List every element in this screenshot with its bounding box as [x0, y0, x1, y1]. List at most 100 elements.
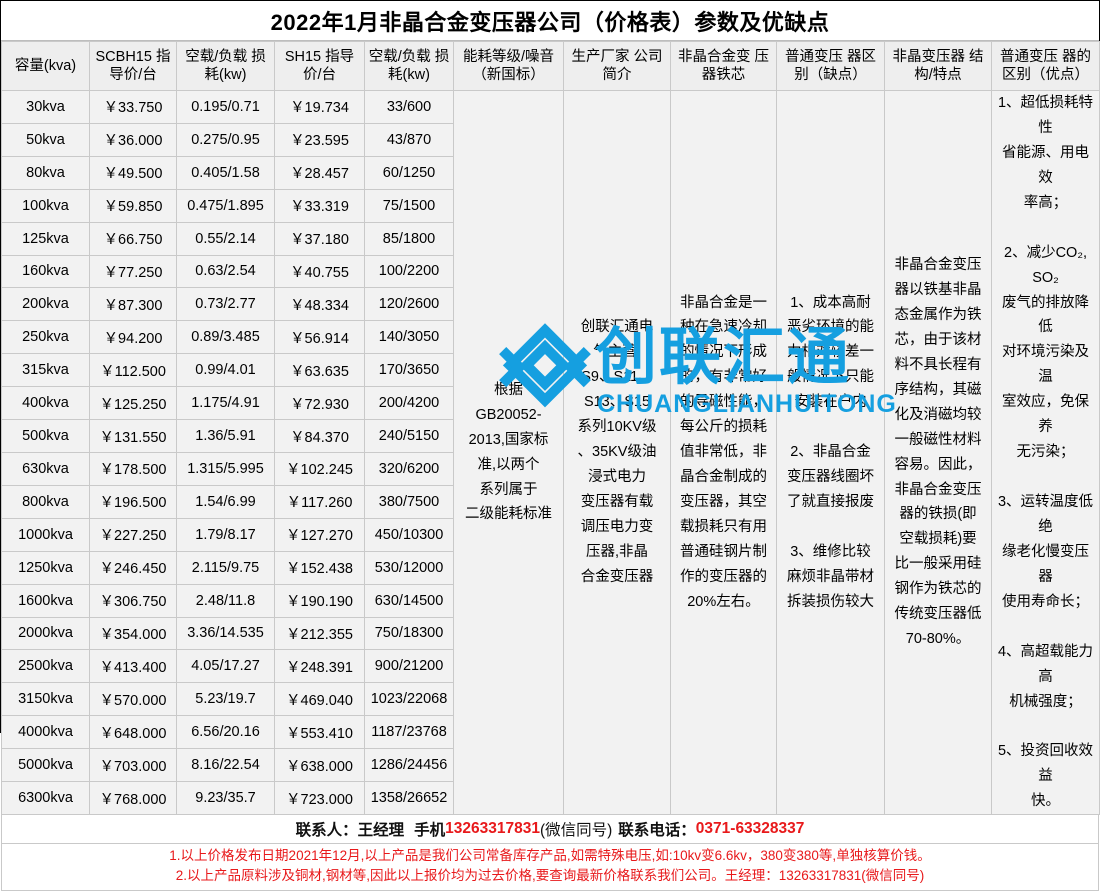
- cell-scbh15-price: ￥131.550: [89, 419, 177, 453]
- col-header-scbh15-price: SCBH15 指导价/台: [89, 41, 177, 91]
- cell-sh15-loss: 1358/26652: [364, 781, 454, 816]
- page-title: 2022年1月非晶合金变压器公司（价格表）参数及优缺点: [270, 9, 830, 35]
- cell-capacity: 400kva: [1, 386, 90, 421]
- cell-scbh15-loss: 1.175/4.91: [176, 386, 275, 421]
- cell-sh15-loss: 320/6200: [364, 451, 454, 486]
- cell-scbh15-loss: 1.79/8.17: [176, 517, 275, 552]
- cell-scbh15-price: ￥648.000: [89, 715, 177, 750]
- cell-scbh15-loss: 5.23/19.7: [176, 682, 275, 717]
- cell-sh15-price: ￥37.180: [274, 221, 365, 256]
- cell-sh15-price: ￥723.000: [274, 781, 365, 816]
- cell-capacity: 80kva: [1, 155, 90, 190]
- note-line-2: 2.以上产品原料涉及铜材,钢材等,因此以上报价均为过去价格,要查询最新价格联系我…: [175, 868, 925, 884]
- cell-sh15-loss: 630/14500: [364, 583, 454, 618]
- cell-sh15-price: ￥23.595: [274, 122, 365, 157]
- cell-disadvantages: 1、成本高耐 恶劣环境的能 力相对较差一 般情况下只能 安装在户内 2、非晶合金…: [776, 89, 885, 816]
- cell-scbh15-loss: 0.73/2.77: [176, 287, 275, 322]
- cell-capacity: 50kva: [1, 122, 90, 157]
- cell-scbh15-loss: 9.23/35.7: [176, 781, 275, 816]
- cell-sh15-loss: 170/3650: [364, 353, 454, 388]
- cell-sh15-price: ￥28.457: [274, 155, 365, 190]
- cell-sh15-price: ￥33.319: [274, 188, 365, 223]
- contact-row: 联系人：王经理 手机 13263317831 (微信同号) 联系电话： 0371…: [1, 815, 1099, 845]
- cell-capacity: 1000kva: [1, 517, 90, 552]
- cell-sh15-loss: 1286/24456: [364, 748, 454, 783]
- notes-block: 1.以上价格发布日期2021年12月,以上产品是我们公司常备库存产品,如需特殊电…: [1, 844, 1099, 891]
- cell-sh15-loss: 380/7500: [364, 484, 454, 519]
- cell-capacity: 160kva: [1, 254, 90, 289]
- price-table: 容量(kva) SCBH15 指导价/台 空载/负载 损耗(kw) SH15 指…: [1, 41, 1100, 816]
- table-row: 125kva ￥66.750 0.55/2.14 ￥37.180 85/1800: [1, 221, 1100, 256]
- cell-scbh15-loss: 0.405/1.58: [176, 155, 275, 190]
- cell-sh15-price: ￥56.914: [274, 320, 365, 355]
- cell-scbh15-loss: 0.63/2.54: [176, 254, 275, 289]
- cell-capacity: 1600kva: [1, 583, 90, 618]
- table-row: 250kva ￥94.200 0.89/3.485 ￥56.914 140/3050: [1, 320, 1100, 355]
- cell-scbh15-price: ￥306.750: [89, 583, 177, 618]
- cell-scbh15-price: ￥112.500: [89, 353, 177, 388]
- cell-sh15-loss: 60/1250: [364, 155, 454, 190]
- cell-sh15-price: ￥127.270: [274, 517, 365, 552]
- col-header-disadvantages: 普通变压 器区别（缺点）: [776, 41, 885, 91]
- cell-scbh15-price: ￥87.300: [89, 287, 177, 322]
- cell-capacity: 200kva: [1, 287, 90, 322]
- cell-scbh15-price: ￥49.500: [89, 155, 177, 190]
- cell-sh15-loss: 240/5150: [364, 419, 454, 453]
- table-row: 2500kva ￥413.400 4.05/17.27 ￥248.391 900/212…: [1, 649, 1100, 684]
- cell-capacity: 800kva: [1, 484, 90, 519]
- cell-sh15-loss: 85/1800: [364, 221, 454, 256]
- col-header-core: 非晶合金变 压器铁芯: [670, 41, 777, 91]
- cell-capacity: 630kva: [1, 451, 90, 486]
- wechat-note: (微信同号): [539, 822, 613, 840]
- cell-scbh15-loss: 1.54/6.99: [176, 484, 275, 519]
- cell-scbh15-price: ￥768.000: [89, 781, 177, 816]
- cell-scbh15-loss: 0.195/0.71: [176, 90, 275, 124]
- table-row: 200kva ￥87.300 0.73/2.77 ￥48.334 120/2600: [1, 287, 1100, 322]
- cell-scbh15-price: ￥703.000: [89, 748, 177, 783]
- cell-scbh15-loss: 0.275/0.95: [176, 122, 275, 157]
- cell-advantages: 1、超低损耗特性 省能源、用电效 率高； 2、减少CO₂, SO₂ 废气的排放降…: [991, 89, 1100, 816]
- cell-scbh15-price: ￥59.850: [89, 188, 177, 223]
- note-line-1: 1.以上价格发布日期2021年12月,以上产品是我们公司常备库存产品,如需特殊电…: [169, 848, 931, 864]
- table-row: 1600kva ￥306.750 2.48/11.8 ￥190.190 630/1450…: [1, 583, 1100, 618]
- cell-scbh15-price: ￥94.200: [89, 320, 177, 355]
- cell-sh15-loss: 43/870: [364, 122, 454, 157]
- cell-scbh15-price: ￥413.400: [89, 649, 177, 684]
- cell-scbh15-price: ￥570.000: [89, 682, 177, 717]
- table-row: 1250kva ￥246.450 2.115/9.75 ￥152.438 530/120…: [1, 550, 1100, 585]
- cell-scbh15-loss: 8.16/22.54: [176, 748, 275, 783]
- cell-sh15-loss: 100/2200: [364, 254, 454, 289]
- table-row: 500kva ￥131.550 1.36/5.91 ￥84.370 240/5150: [1, 419, 1100, 453]
- cell-scbh15-price: ￥33.750: [89, 90, 177, 124]
- table-row: 80kva ￥49.500 0.405/1.58 ￥28.457 60/1250: [1, 155, 1100, 190]
- cell-scbh15-price: ￥36.000: [89, 122, 177, 157]
- cell-capacity: 6300kva: [1, 781, 90, 816]
- cell-capacity: 2000kva: [1, 616, 90, 651]
- cell-sh15-price: ￥212.355: [274, 616, 365, 651]
- contact-person: 联系人：王经理: [295, 822, 405, 840]
- cell-capacity: 3150kva: [1, 682, 90, 717]
- cell-sh15-loss: 750/18300: [364, 616, 454, 651]
- cell-sh15-loss: 140/3050: [364, 320, 454, 355]
- col-header-sh15-loss: 空载/负载 损耗(kw): [364, 41, 454, 91]
- cell-capacity: 100kva: [1, 188, 90, 223]
- phone-label: 联系电话：: [618, 822, 696, 840]
- table-row: 160kva ￥77.250 0.63/2.54 ￥40.755 100/2200: [1, 254, 1100, 289]
- col-header-advantages: 普通变压 器的区别（优点）: [991, 41, 1100, 91]
- cell-sh15-price: ￥152.438: [274, 550, 365, 585]
- cell-sh15-price: ￥469.040: [274, 682, 365, 717]
- cell-sh15-price: ￥40.755: [274, 254, 365, 289]
- cell-capacity: 315kva: [1, 353, 90, 388]
- cell-sh15-loss: 1023/22068: [364, 682, 454, 717]
- table-row: 3150kva ￥570.000 5.23/19.7 ￥469.040 1023/220…: [1, 682, 1100, 717]
- cell-sh15-price: ￥72.930: [274, 386, 365, 421]
- col-header-sh15-price: SH15 指导价/台: [274, 41, 365, 91]
- cell-sh15-loss: 200/4200: [364, 386, 454, 421]
- cell-capacity: 4000kva: [1, 715, 90, 750]
- cell-sh15-price: ￥117.260: [274, 484, 365, 519]
- cell-scbh15-loss: 6.56/20.16: [176, 715, 275, 750]
- mobile-number[interactable]: 13263317831: [445, 820, 540, 838]
- phone-number[interactable]: 0371-63328337: [695, 820, 805, 838]
- table-row: 800kva ￥196.500 1.54/6.99 ￥117.260 380/7500: [1, 484, 1100, 519]
